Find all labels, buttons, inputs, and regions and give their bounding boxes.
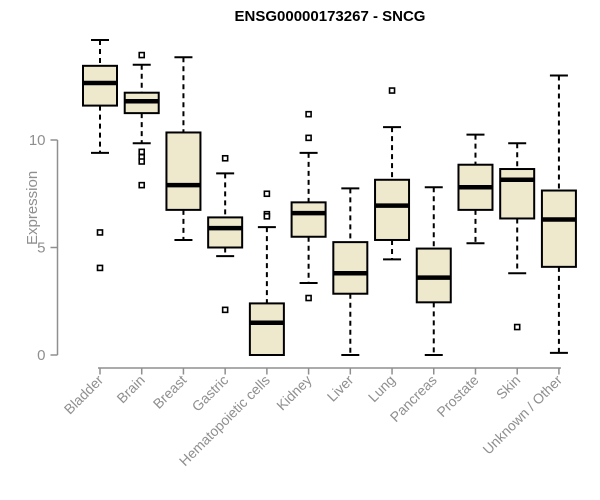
box-kidney <box>290 201 327 238</box>
outlier-hematopoietic-cells <box>263 213 271 220</box>
x-category-label-lung: Lung <box>365 372 398 405</box>
y-axis-title: Expression <box>24 170 41 245</box>
outlier-brain <box>138 158 146 165</box>
box-bladder <box>82 64 118 107</box>
box-skin <box>499 168 536 220</box>
box-breast <box>165 131 202 211</box>
y-tick-label: 0 <box>37 347 45 364</box>
y-tick-label: 5 <box>37 240 45 257</box>
x-category-label-kidney: Kidney <box>273 372 315 414</box>
outlier-lung <box>388 87 396 94</box>
box-gastric <box>207 216 244 249</box>
x-category-label-breast: Breast <box>150 372 190 412</box>
outlier-brain <box>138 148 146 156</box>
outlier-hematopoietic-cells <box>263 190 271 198</box>
outlier-kidney <box>305 134 312 142</box>
outlier-brain <box>138 181 146 189</box>
box-lung <box>374 178 411 241</box>
x-category-label-bladder: Bladder <box>61 372 107 418</box>
box-hematopoietic-cells <box>248 302 285 356</box>
outlier-brain <box>138 51 146 59</box>
chart-title: ENSG00000173267 - SNCG <box>234 8 426 25</box>
outlier-kidney <box>305 294 312 302</box>
outlier-bladder <box>96 264 104 272</box>
x-category-label-skin: Skin <box>493 372 524 403</box>
box-unknown-other <box>540 189 577 268</box>
x-category-label-liver: Liver <box>324 372 357 405</box>
outlier-gastric <box>221 306 229 314</box>
outlier-bladder <box>96 229 104 236</box>
x-category-label-brain: Brain <box>113 372 147 406</box>
y-tick-label: 10 <box>29 132 46 149</box>
x-category-label-prostate: Prostate <box>433 372 481 420</box>
outlier-kidney <box>305 110 312 118</box>
outlier-gastric <box>221 154 229 162</box>
outlier-skin <box>513 323 521 331</box>
x-category-label-unknown-other: Unknown / Other <box>479 372 565 458</box>
box-liver <box>332 241 369 295</box>
